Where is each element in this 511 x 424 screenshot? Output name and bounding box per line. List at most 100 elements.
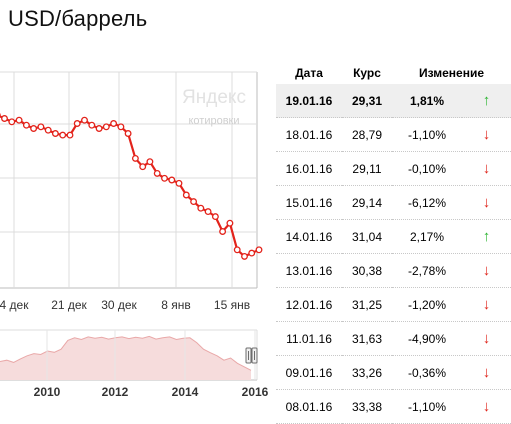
arrow-up-icon: ↑ bbox=[462, 220, 511, 254]
arrow-down-icon: ↓ bbox=[462, 322, 511, 356]
row-date: 08.01.16 bbox=[276, 390, 342, 424]
data-point bbox=[169, 177, 175, 183]
row-rate: 29,14 bbox=[342, 186, 392, 220]
row-rate: 31,04 bbox=[342, 220, 392, 254]
data-point bbox=[89, 122, 95, 128]
arrow-down-icon: ↓ bbox=[462, 118, 511, 152]
row-change: -6,12% bbox=[392, 186, 462, 220]
data-point bbox=[242, 254, 248, 260]
row-change: -1,10% bbox=[392, 390, 462, 424]
data-point bbox=[198, 205, 204, 211]
data-point bbox=[24, 122, 30, 128]
row-date: 13.01.16 bbox=[276, 254, 342, 288]
row-rate: 29,31 bbox=[342, 84, 392, 118]
data-point bbox=[256, 247, 262, 253]
row-change: 1,81% bbox=[392, 84, 462, 118]
data-point bbox=[38, 124, 44, 130]
header-rate: Курс bbox=[342, 62, 392, 84]
row-change: -2,78% bbox=[392, 254, 462, 288]
data-point bbox=[67, 132, 73, 138]
data-point bbox=[111, 121, 117, 127]
data-point bbox=[205, 209, 211, 215]
data-point bbox=[249, 250, 255, 256]
arrow-down-icon: ↓ bbox=[462, 186, 511, 220]
x-tick-label: 30 дек bbox=[101, 298, 137, 312]
row-rate: 31,25 bbox=[342, 288, 392, 322]
navigator-area bbox=[0, 336, 251, 380]
data-point bbox=[176, 181, 182, 187]
data-point bbox=[60, 132, 66, 138]
x-tick-label: 21 дек bbox=[51, 298, 87, 312]
navigator-year-label: 2016 bbox=[242, 385, 269, 399]
row-change: 2,17% bbox=[392, 220, 462, 254]
row-date: 14.01.16 bbox=[276, 220, 342, 254]
data-point bbox=[74, 121, 80, 127]
row-change: -4,90% bbox=[392, 322, 462, 356]
data-point bbox=[16, 117, 22, 123]
row-rate: 29,11 bbox=[342, 152, 392, 186]
row-change: -0,10% bbox=[392, 152, 462, 186]
data-point bbox=[9, 119, 15, 125]
x-axis-ticks: 4 дек 21 дек 30 дек 8 янв 15 янв bbox=[0, 298, 250, 312]
data-point bbox=[227, 220, 233, 226]
row-change: -1,10% bbox=[392, 118, 462, 152]
row-date: 09.01.16 bbox=[276, 356, 342, 390]
data-point bbox=[125, 131, 131, 137]
row-date: 15.01.16 bbox=[276, 186, 342, 220]
header-change: Изменение bbox=[392, 62, 511, 84]
x-tick-label: 15 янв bbox=[214, 298, 250, 312]
arrow-down-icon: ↓ bbox=[462, 356, 511, 390]
data-point bbox=[184, 192, 190, 198]
yandex-watermark: Яндекс котировки bbox=[182, 87, 246, 127]
x-tick-label: 8 янв bbox=[161, 298, 191, 312]
row-rate: 33,38 bbox=[342, 390, 392, 424]
navigator-year-label: 2014 bbox=[172, 385, 199, 399]
chart-plot bbox=[0, 112, 262, 259]
data-point bbox=[191, 199, 197, 205]
data-point bbox=[53, 131, 59, 137]
data-point bbox=[220, 229, 226, 235]
row-rate: 33,26 bbox=[342, 356, 392, 390]
data-point bbox=[2, 116, 8, 122]
row-date: 19.01.16 bbox=[276, 84, 342, 118]
row-change: -0,36% bbox=[392, 356, 462, 390]
row-change: -1,20% bbox=[392, 288, 462, 322]
header-date: Дата bbox=[276, 62, 342, 84]
x-tick-label: 4 дек bbox=[0, 298, 29, 312]
data-point bbox=[154, 171, 160, 177]
price-chart[interactable]: Яндекс котировки 4 дек 21 дек 30 дек 8 янв 1… bbox=[0, 0, 275, 415]
data-point bbox=[234, 247, 240, 253]
data-point bbox=[213, 214, 219, 220]
row-date: 11.01.16 bbox=[276, 322, 342, 356]
data-point bbox=[147, 159, 153, 165]
data-point bbox=[82, 117, 88, 123]
row-rate: 30,38 bbox=[342, 254, 392, 288]
data-point bbox=[118, 124, 124, 130]
data-point bbox=[31, 126, 37, 132]
arrow-up-icon: ↑ bbox=[462, 84, 511, 118]
row-date: 16.01.16 bbox=[276, 152, 342, 186]
data-point bbox=[96, 126, 102, 132]
row-rate: 31,63 bbox=[342, 322, 392, 356]
navigator-year-label: 2010 bbox=[34, 385, 61, 399]
arrow-down-icon: ↓ bbox=[462, 152, 511, 186]
data-point bbox=[133, 156, 139, 162]
arrow-down-icon: ↓ bbox=[462, 390, 511, 424]
data-point bbox=[45, 127, 51, 133]
watermark-subtitle: котировки bbox=[188, 115, 239, 127]
table-header-row: Дата Курс Изменение bbox=[276, 62, 511, 84]
row-rate: 28,79 bbox=[342, 118, 392, 152]
watermark-brand: Яндекс bbox=[182, 87, 246, 108]
data-point bbox=[140, 164, 146, 170]
arrow-down-icon: ↓ bbox=[462, 288, 511, 322]
